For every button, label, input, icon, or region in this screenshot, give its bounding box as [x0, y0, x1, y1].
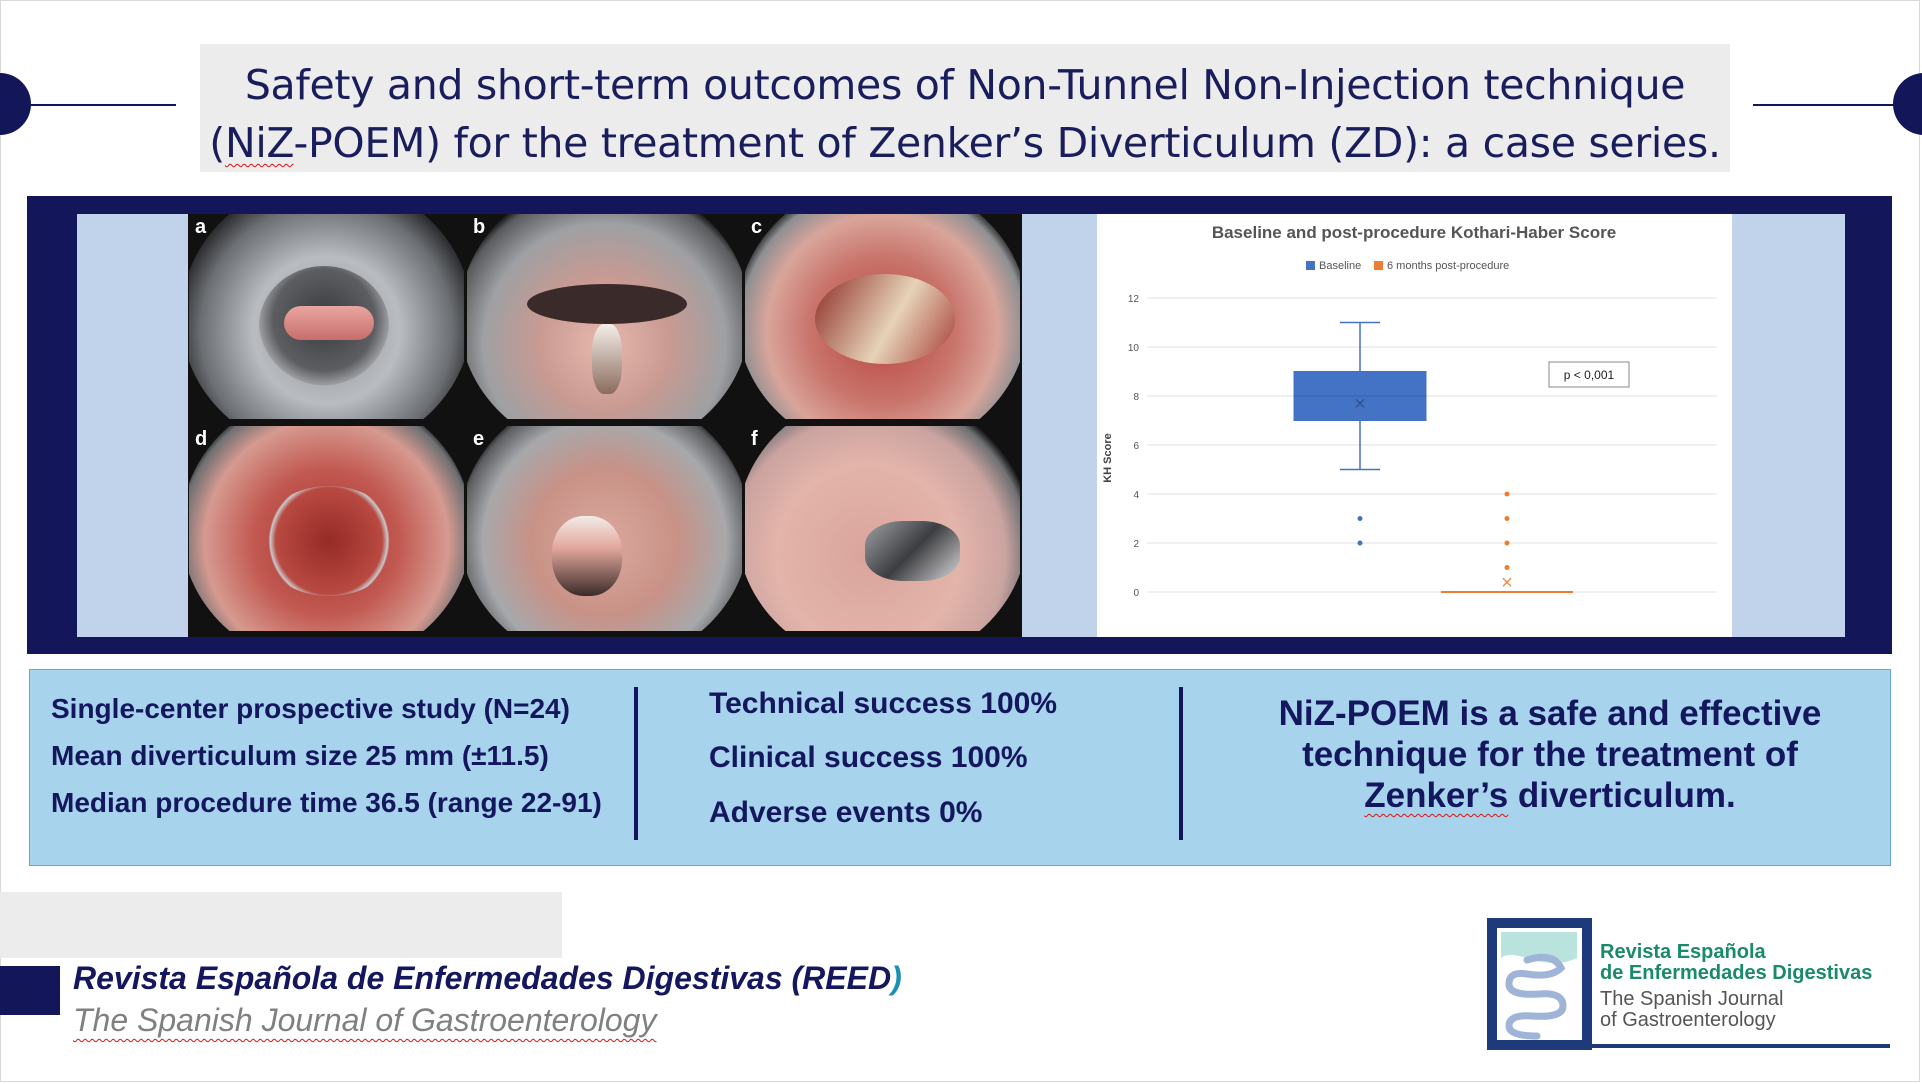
panel-label-d: d: [195, 428, 208, 450]
logo-line-3: The Spanish Journal: [1600, 988, 1784, 1010]
endoscopy-photo-d: d: [189, 426, 464, 631]
logo-title: Revista Española de Enfermedades Digesti…: [1600, 942, 1872, 984]
post-outlier-3: [1504, 565, 1510, 570]
chart-title: Baseline and post-procedure Kothari-Habe…: [1212, 223, 1616, 242]
y-axis-label: KH Score: [1102, 433, 1114, 483]
conclusion-line-3-rest: diverticulum.: [1508, 776, 1736, 815]
endoscopy-photo-a: a: [189, 214, 464, 419]
baseline-outlier-0: [1357, 516, 1363, 521]
y-tick-label-10: 10: [1128, 343, 1140, 354]
study-detail-3: Median procedure time 36.5 (range 22-91): [51, 787, 602, 818]
conclusion-zenker: Zenker’s: [1364, 776, 1509, 815]
endoscopy-figure: a b c d e f: [188, 214, 1022, 637]
journal-name-es: Revista Española de Enfermedades Digesti…: [73, 960, 892, 996]
journal-logo-rule: [1592, 1044, 1890, 1048]
logo-line-2: de Enfermedades Digestivas: [1600, 962, 1873, 984]
y-tick-label-12: 12: [1128, 294, 1140, 305]
legend-baseline-label: Baseline: [1319, 260, 1361, 272]
baseline-outlier-1: [1357, 540, 1363, 546]
study-detail-1: Single-center prospective study (N=24): [51, 693, 570, 724]
y-tick-label-0: 0: [1133, 588, 1139, 599]
footer-gray-strip: [0, 892, 562, 958]
left-header-line: [10, 104, 176, 106]
legend-post-label: 6 months post-procedure: [1387, 260, 1509, 272]
title-line-1: Safety and short-term outcomes of Non-Tu…: [244, 61, 1686, 109]
logo-line-4: of Gastroenterology: [1600, 1009, 1776, 1031]
outcome-2: Clinical success 100%: [709, 741, 1028, 774]
endoscopy-photo-f: f: [745, 426, 1020, 631]
endoscopy-photo-b: b: [467, 214, 742, 419]
conclusion-line-3: Zenker’s diverticulum.: [1190, 775, 1910, 816]
post-outlier-2: [1504, 540, 1510, 546]
title-line-2-rest: -POEM) for the treatment of Zenker’s Div…: [293, 119, 1722, 167]
conclusion-line-1: NiZ-POEM is a safe and effective: [1278, 694, 1822, 733]
post-outlier-1: [1504, 516, 1510, 521]
endoscopy-photo-c: c: [745, 214, 1020, 419]
panel-label-c: c: [751, 216, 763, 238]
post-mean-marker: [1502, 577, 1512, 587]
y-tick-label-8: 8: [1133, 392, 1139, 403]
post-outlier-0: [1504, 491, 1510, 497]
journal-name-paren: ): [891, 960, 902, 996]
journal-subtitle: The Spanish Journal of Gastroenterology: [73, 1002, 657, 1038]
outcome-3: Adverse events 0%: [709, 796, 983, 829]
title-paren: (: [209, 119, 225, 167]
kh-score-chart: Baseline and post-procedure Kothari-Habe…: [1097, 214, 1732, 637]
summary-box: [29, 669, 1891, 866]
conclusion-line-2: technique for the treatment of: [1302, 735, 1798, 774]
footer-navy-square: [0, 966, 60, 1015]
journal-name: Revista Española de Enfermedades Digesti…: [73, 960, 902, 997]
journal-logo-icon: [1487, 918, 1592, 1050]
panel-label-e: e: [473, 428, 485, 450]
divider-1: [634, 687, 638, 840]
y-tick-label-2: 2: [1133, 539, 1139, 550]
panel-label-b: b: [473, 216, 486, 238]
legend-post-swatch: [1374, 261, 1383, 270]
logo-line-1: Revista Española: [1600, 941, 1766, 963]
logo-subtitle: The Spanish Journal of Gastroenterology: [1600, 989, 1783, 1031]
title-background: [200, 44, 1730, 172]
y-tick-label-4: 4: [1133, 490, 1139, 501]
title-line-2: (NiZ-POEM) for the treatment of Zenker’s…: [200, 114, 1730, 172]
p-value-annotation: p < 0,001: [1564, 368, 1615, 382]
panel-label-f: f: [751, 428, 758, 450]
outcome-1: Technical success 100%: [709, 687, 1057, 720]
endoscopy-photo-e: e: [467, 426, 742, 631]
divider-2: [1179, 687, 1183, 840]
page-title: Safety and short-term outcomes of Non-Tu…: [200, 56, 1730, 172]
p-value-box: [1548, 361, 1630, 388]
baseline-mean-marker: [1355, 398, 1365, 408]
right-header-line: [1753, 104, 1913, 106]
conclusion: NiZ-POEM is a safe and effective techniq…: [1190, 693, 1910, 816]
chart-svg: Baseline and post-procedure Kothari-Habe…: [1102, 223, 1717, 599]
panel-label-a: a: [195, 216, 207, 238]
y-tick-label-6: 6: [1133, 441, 1139, 452]
study-detail-2: Mean diverticulum size 25 mm (±11.5): [51, 740, 549, 771]
title-acronym: NiZ: [224, 119, 294, 167]
legend-baseline-swatch: [1306, 261, 1315, 270]
